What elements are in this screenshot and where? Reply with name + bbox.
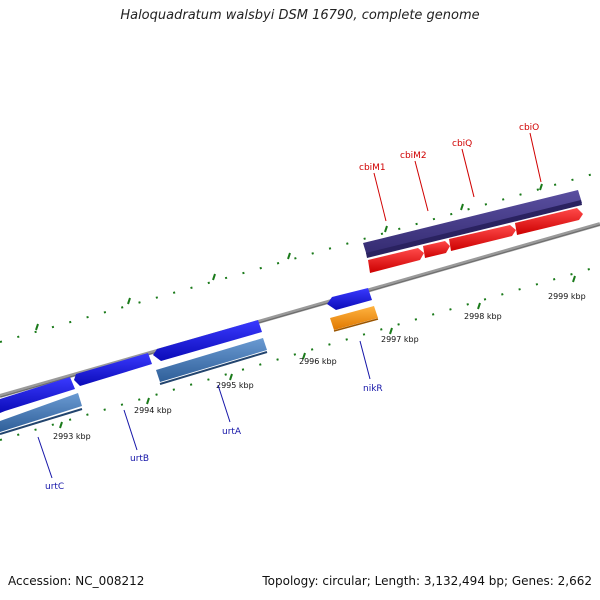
gene-blue-1 bbox=[0, 377, 75, 413]
lower-tick-track bbox=[0, 265, 600, 441]
kbp-label: 2998 kbp bbox=[464, 312, 502, 321]
kbp-label: 2993 kbp bbox=[53, 432, 91, 441]
genome-title: Haloquadratum walsbyi DSM 16790, complet… bbox=[120, 8, 480, 23]
forward-genes[interactable] bbox=[368, 208, 583, 273]
steel-genes[interactable] bbox=[0, 338, 268, 435]
label-urtA: urtA bbox=[222, 427, 242, 437]
kbp-labels: 2993 kbp 2994 kbp 2995 kbp 2996 kbp 2997… bbox=[53, 292, 586, 441]
top-gene-labels: cbiM1 cbiM2 cbiQ cbiO bbox=[359, 123, 542, 222]
major-ticks bbox=[35, 183, 576, 429]
orange-gene[interactable] bbox=[330, 306, 379, 332]
gene-nikR-upper bbox=[327, 288, 372, 310]
kbp-label: 2994 kbp bbox=[134, 406, 172, 415]
accession-text: Accession: NC_008212 bbox=[8, 574, 145, 588]
upper-tick-track bbox=[0, 171, 600, 343]
label-nikR: nikR bbox=[363, 384, 383, 394]
reverse-genes[interactable] bbox=[0, 288, 372, 413]
gene-urtC bbox=[0, 393, 82, 432]
gene-cbiM2 bbox=[423, 241, 450, 258]
kbp-label: 2995 kbp bbox=[216, 381, 254, 390]
kbp-label: 2996 kbp bbox=[299, 357, 337, 366]
label-cbiM1: cbiM1 bbox=[359, 163, 386, 173]
label-cbiQ: cbiQ bbox=[452, 139, 472, 149]
label-cbiO: cbiO bbox=[519, 123, 539, 133]
gene-cbiO bbox=[515, 208, 583, 235]
genome-stats-text: Topology: circular; Length: 3,132,494 bp… bbox=[262, 574, 592, 588]
bottom-gene-labels: urtC urtB urtA nikR bbox=[37, 340, 383, 492]
gene-blue-2 bbox=[74, 353, 152, 386]
gene-urtA bbox=[156, 338, 267, 382]
gene-cbiQ bbox=[449, 225, 516, 251]
label-urtB: urtB bbox=[130, 454, 149, 464]
gene-blue-3 bbox=[153, 320, 262, 361]
gene-cbiM1 bbox=[368, 248, 424, 273]
operon-bar[interactable] bbox=[363, 190, 582, 258]
label-cbiM2: cbiM2 bbox=[400, 151, 427, 161]
kbp-label: 2997 kbp bbox=[381, 335, 419, 344]
kbp-label: 2999 kbp bbox=[548, 292, 586, 301]
label-urtC: urtC bbox=[45, 482, 64, 492]
